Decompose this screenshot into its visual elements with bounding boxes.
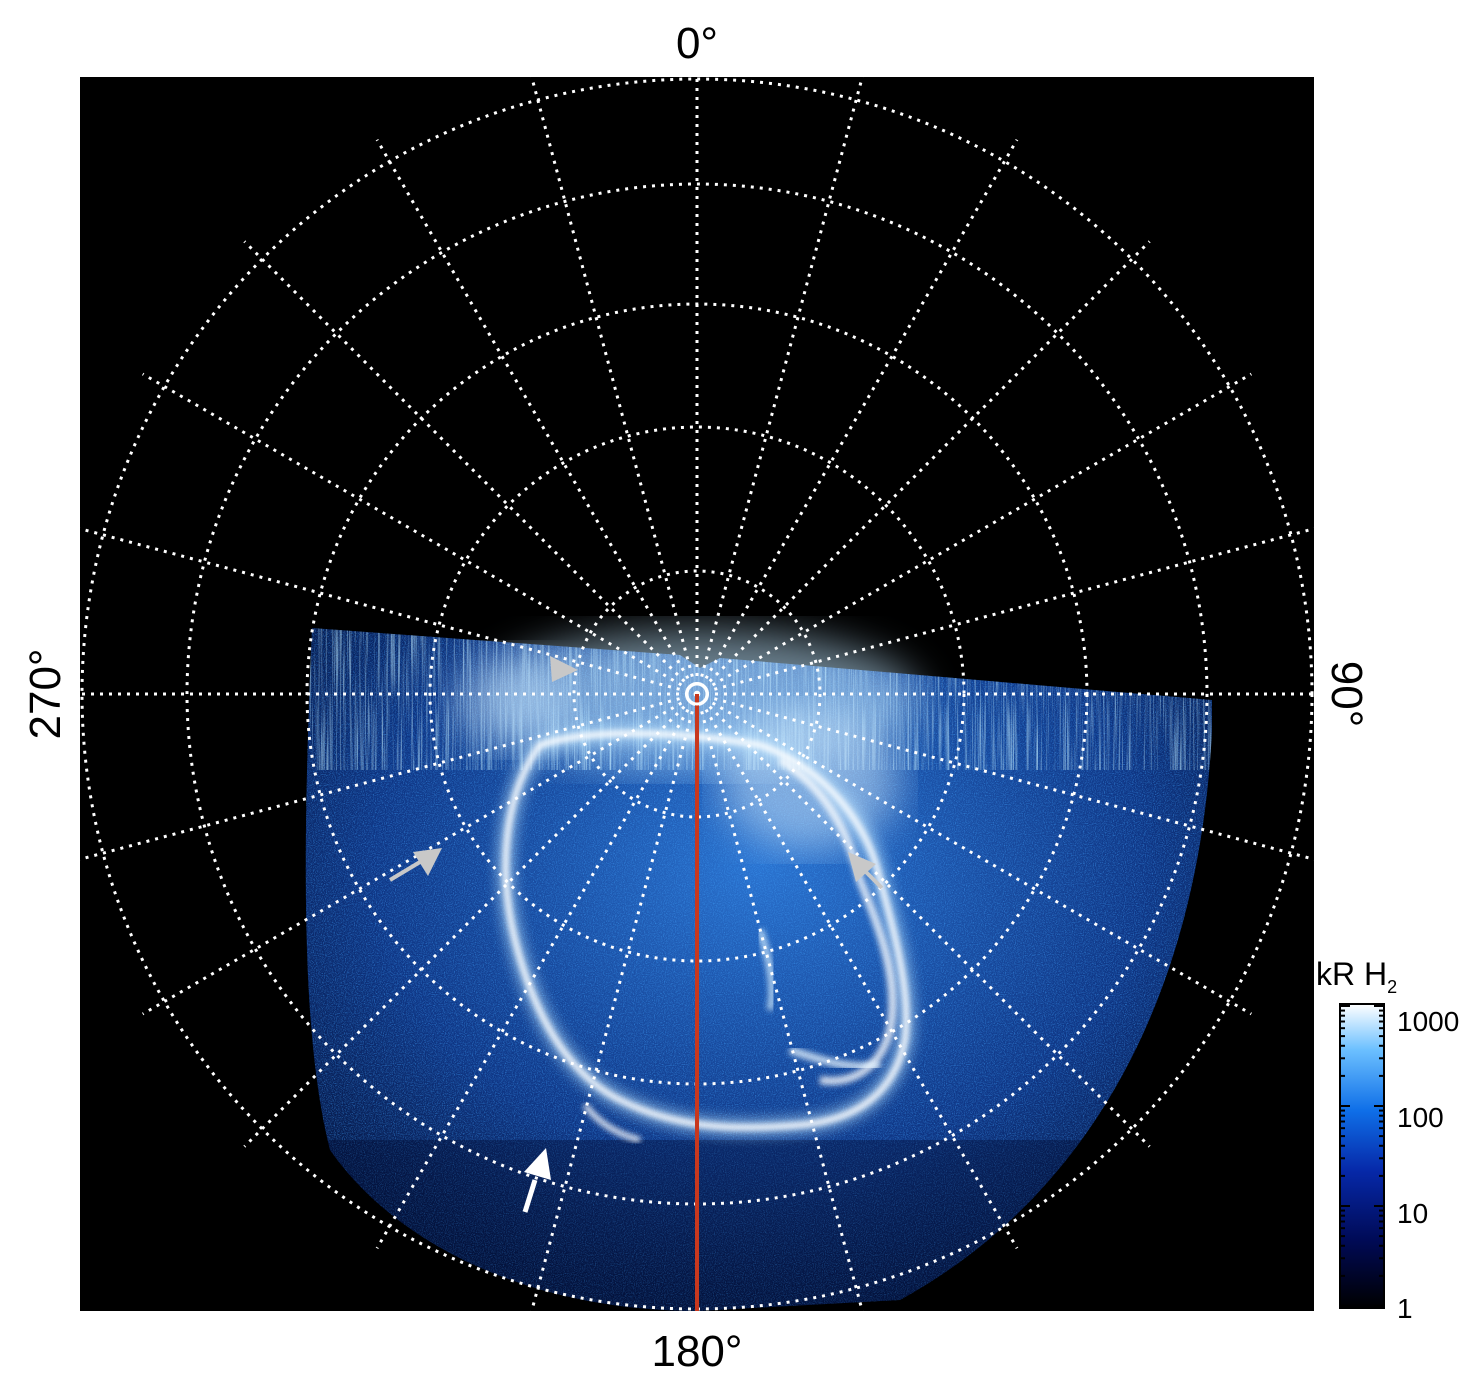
longitude-label-top: 0° — [676, 19, 718, 68]
colorbar: kR H2 1000 100 10 1 — [1316, 956, 1459, 1324]
meridian-line — [530, 693, 699, 1311]
colorbar-ticks — [1340, 1005, 1384, 1307]
longitude-label-right: 90° — [1322, 661, 1371, 728]
polar-feature-2 — [788, 1046, 881, 1071]
meridian-line — [375, 693, 699, 1250]
meridian-lines — [80, 77, 1314, 1311]
meridian-line — [696, 372, 1253, 696]
meridian-line — [695, 77, 864, 695]
colorbar-tick-label: 100 — [1397, 1102, 1444, 1133]
meridian-line — [696, 692, 1314, 861]
colorbar-title: kR H2 — [1316, 956, 1397, 997]
arrow-right — [848, 852, 884, 890]
meridian-line — [375, 138, 699, 695]
colorbar-gradient — [1339, 1003, 1385, 1309]
meridian-line — [695, 693, 864, 1311]
equatorward-spot — [582, 1103, 641, 1143]
colorbar-tick-label: 10 — [1397, 1198, 1428, 1229]
longitude-label-bottom: 180° — [651, 1327, 742, 1376]
meridian-line — [141, 692, 698, 1016]
dusk-glow — [450, 650, 570, 750]
arrow-left — [388, 848, 442, 882]
longitude-label-left: 270° — [21, 648, 70, 739]
meridian-line — [695, 240, 1151, 696]
latitude-circle — [428, 425, 966, 963]
colorbar-tick-label: 1 — [1397, 1293, 1413, 1324]
meridian-line — [243, 240, 699, 696]
arrow-upper-left — [550, 656, 578, 682]
meridian-line — [695, 693, 1019, 1250]
arrow-bottom — [522, 1148, 551, 1213]
meridian-line — [696, 692, 1253, 1016]
meridian-line — [80, 527, 698, 696]
meridian-line — [243, 692, 699, 1148]
annotation-arrows — [388, 656, 884, 1213]
latitude-circle — [572, 569, 822, 819]
meridian-line — [695, 692, 1151, 1148]
pole-marker — [685, 682, 709, 706]
colorbar-tick-label: 1000 — [1397, 1006, 1459, 1037]
meridian-line — [80, 692, 698, 861]
main-auroral-oval — [502, 730, 910, 1131]
meridian-line — [696, 527, 1314, 696]
meridian-line — [530, 77, 699, 695]
meridian-line — [141, 372, 698, 696]
meridian-line — [695, 138, 1019, 695]
